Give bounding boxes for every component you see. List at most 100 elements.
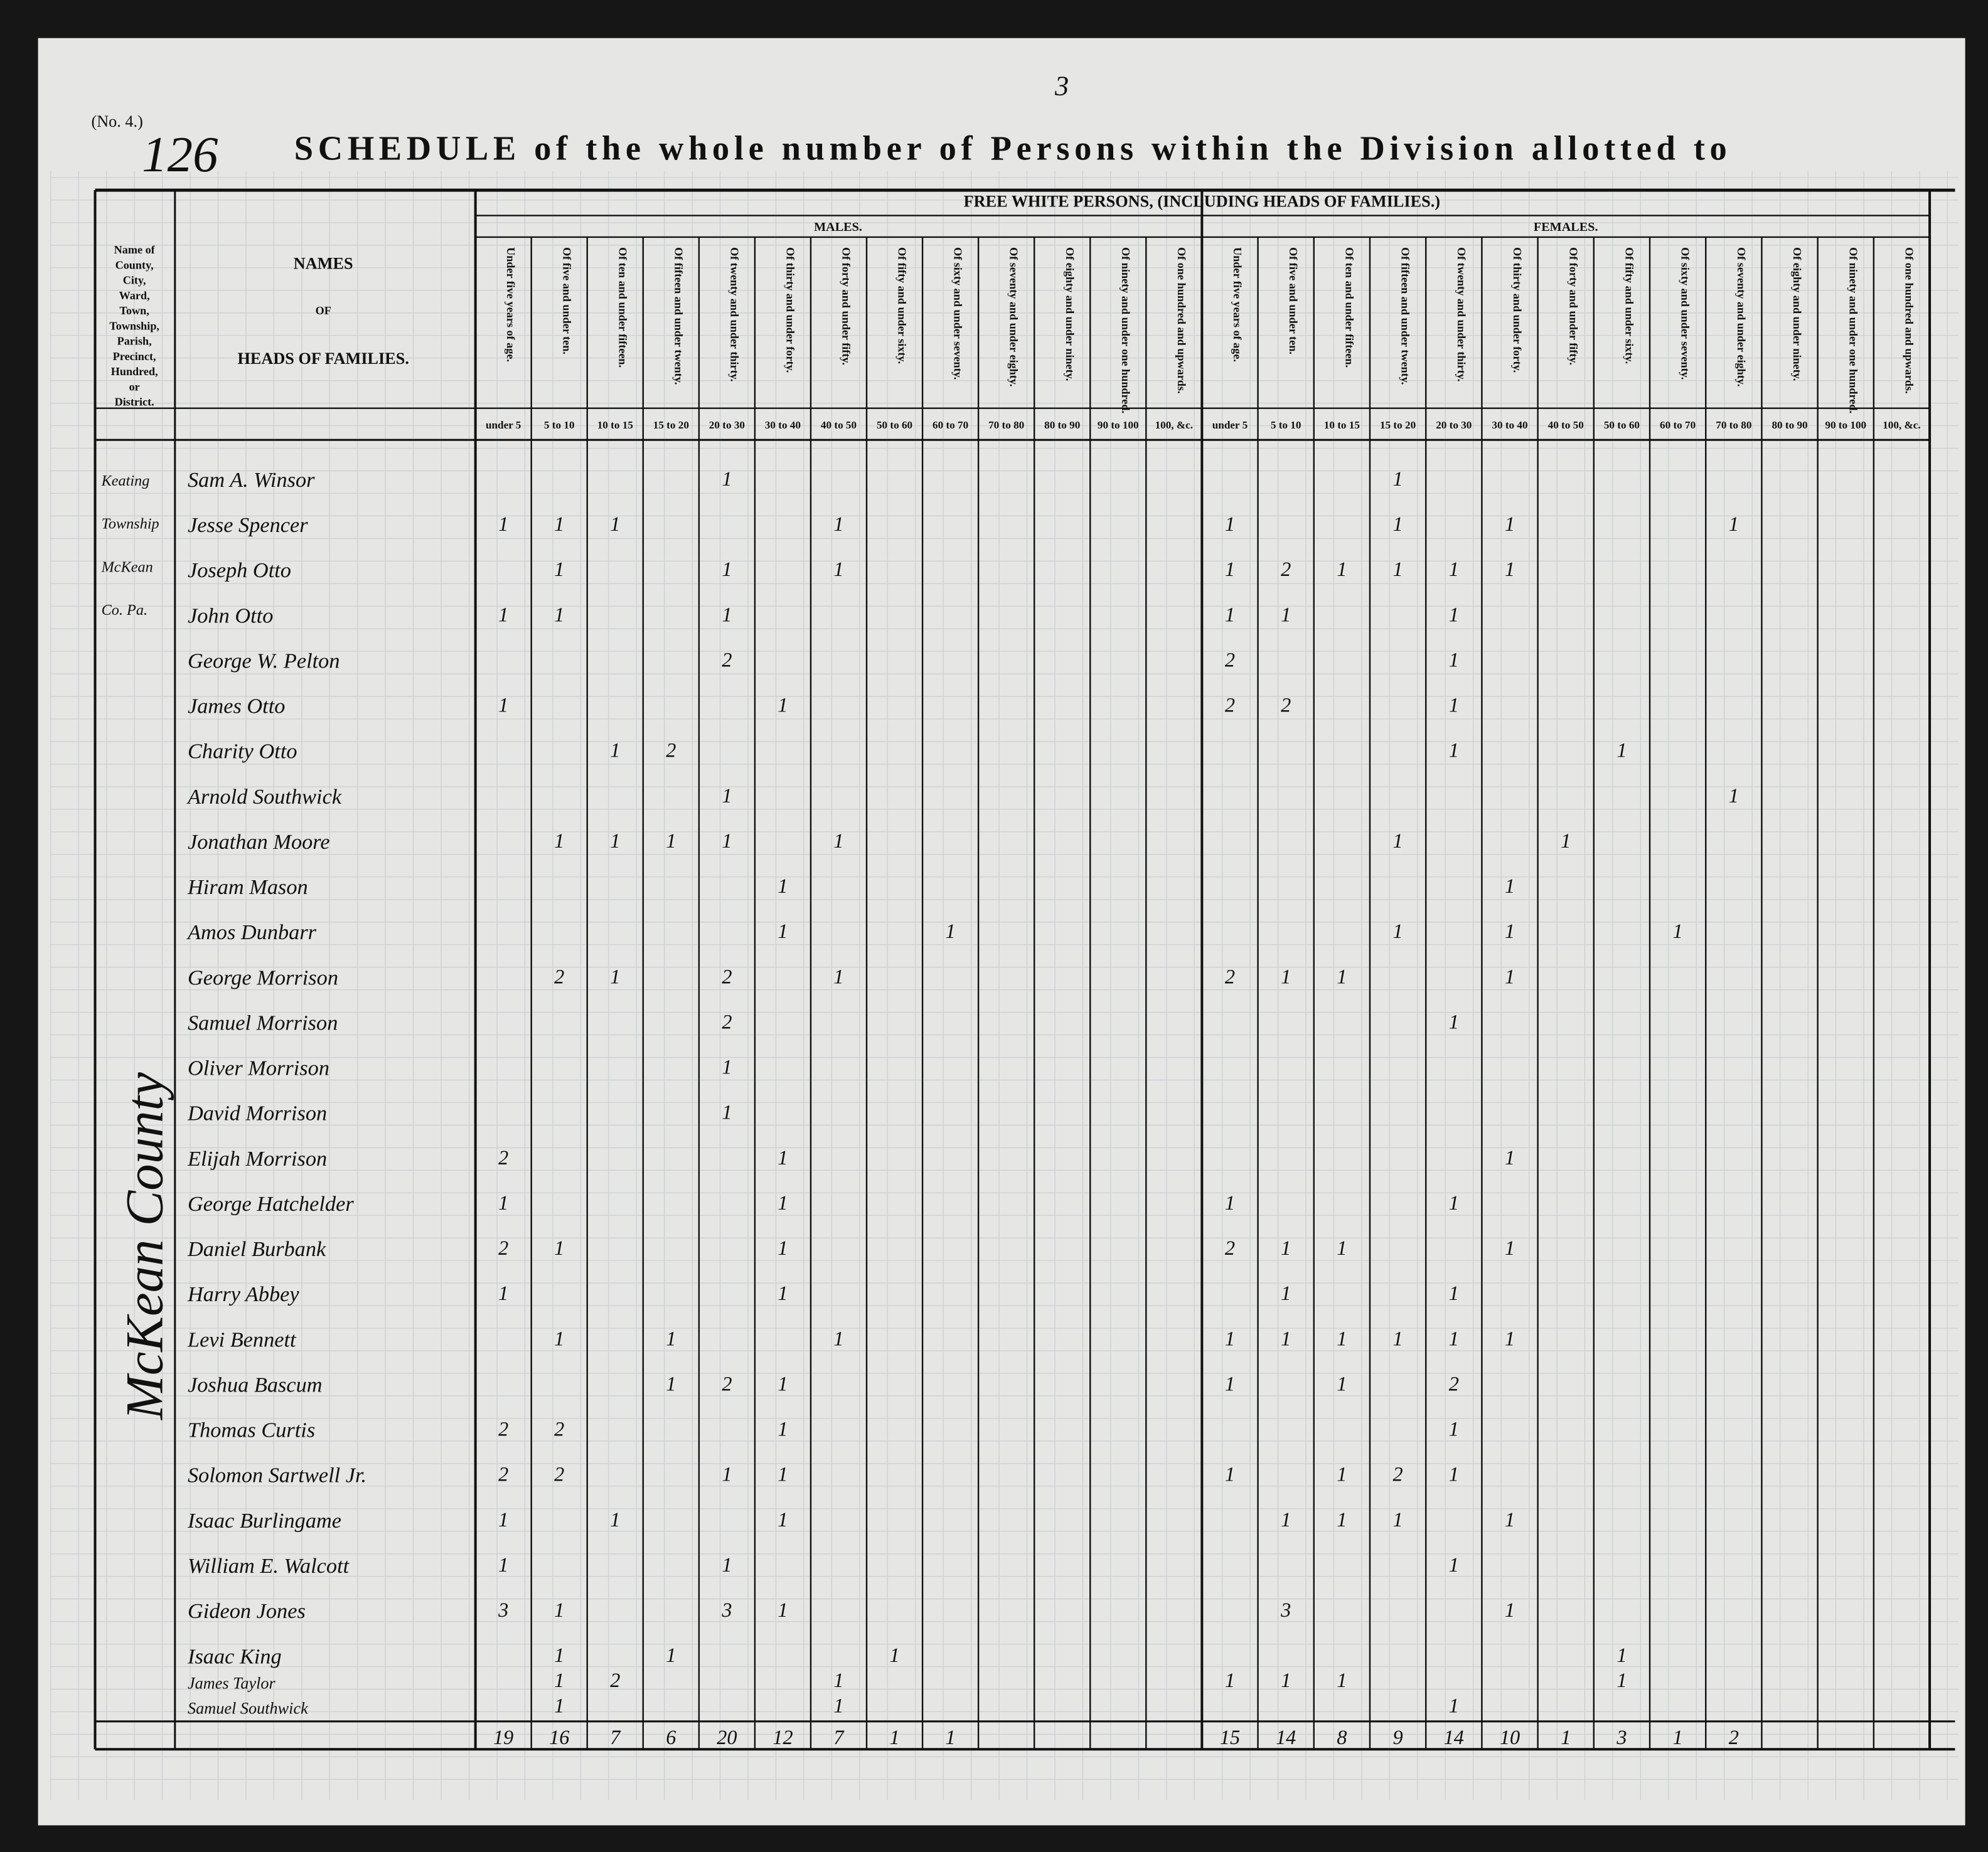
- tally-cell: 1: [1392, 1508, 1403, 1531]
- tally-cell: 1: [778, 920, 788, 942]
- total-cell: 14: [1444, 1726, 1464, 1748]
- tally-cell: 1: [1729, 784, 1739, 807]
- tally-cell: 2: [1449, 1372, 1459, 1395]
- age-label: 50 to 60: [877, 419, 912, 431]
- total-cell: 16: [549, 1726, 569, 1748]
- tally-cell: 1: [1673, 920, 1683, 942]
- tally-cell: 1: [666, 829, 676, 852]
- tally-cell: 1: [722, 1101, 732, 1124]
- tally-cell: 1: [610, 965, 620, 987]
- tally-cell: 1: [833, 1695, 843, 1717]
- head-of-family: Gideon Jones: [188, 1599, 306, 1623]
- county-heading: Name of County, City, Ward, Town, Township, Pa…: [109, 243, 159, 408]
- tally-cell: 1: [554, 1669, 564, 1691]
- title: SCHEDULE of the whole number of Persons …: [294, 129, 1727, 168]
- age-label: 20 to 30: [709, 419, 745, 431]
- column-heading: Under five years of age.: [1231, 247, 1244, 362]
- age-label: 15 to 20: [653, 419, 689, 431]
- column-heading: Of ten and under fifteen.: [616, 247, 629, 368]
- tally-cell: 1: [666, 1644, 676, 1666]
- tally-cell: 1: [1449, 694, 1459, 716]
- tally-cell: 1: [554, 558, 564, 580]
- tally-cell: 1: [946, 920, 956, 942]
- tally-cell: 1: [1337, 965, 1347, 987]
- head-of-family: William E. Walcott: [188, 1554, 350, 1578]
- tally-cell: 1: [778, 1418, 788, 1440]
- tally-cell: 2: [498, 1146, 508, 1169]
- total-cell: 1: [889, 1726, 899, 1748]
- column-heading: Of one hundred and upwards.: [1175, 247, 1188, 393]
- tally-cell: 1: [554, 603, 564, 625]
- tally-cell: 3: [721, 1599, 732, 1621]
- total-cell: 12: [772, 1726, 793, 1748]
- head-of-family: David Morrison: [187, 1102, 327, 1126]
- head-of-family: Isaac Burlingame: [187, 1509, 341, 1533]
- age-label: 80 to 90: [1044, 419, 1080, 431]
- total-cell: 1: [946, 1726, 956, 1748]
- tally-cell: 1: [666, 1327, 676, 1349]
- tally-cell: 1: [1225, 1372, 1235, 1395]
- tally-cell: 1: [498, 1553, 508, 1576]
- tally-cell: 1: [1449, 1327, 1459, 1349]
- age-label: 90 to 100: [1825, 419, 1866, 431]
- ruled-grid: [50, 171, 1959, 1801]
- head-of-family: Samuel Morrison: [188, 1011, 338, 1035]
- tally-cell: 1: [722, 1553, 732, 1576]
- head-of-family: Joseph Otto: [188, 558, 291, 582]
- age-label: 15 to 20: [1380, 419, 1416, 431]
- tally-cell: 2: [1225, 694, 1235, 716]
- head-of-family: Hiram Mason: [187, 875, 308, 899]
- head-of-family: Amos Dunbarr: [186, 920, 317, 944]
- age-label: 50 to 60: [1604, 419, 1640, 431]
- total-cell: 1: [1673, 1726, 1683, 1748]
- tally-cell: 2: [722, 648, 732, 671]
- tally-cell: 1: [1225, 513, 1235, 535]
- tally-cell: 1: [1337, 1463, 1347, 1486]
- tally-cell: 1: [722, 603, 732, 625]
- tally-cell: 1: [778, 694, 788, 716]
- county-entry: Keating: [101, 472, 150, 489]
- tally-cell: 1: [498, 1508, 508, 1531]
- age-label: 20 to 30: [1436, 419, 1472, 431]
- head-of-family: Jonathan Moore: [188, 830, 330, 854]
- tally-cell: 1: [1449, 1695, 1459, 1717]
- age-label: 100, &c.: [1883, 419, 1921, 431]
- tally-cell: 1: [1449, 1191, 1459, 1214]
- head-of-family: Thomas Curtis: [188, 1418, 315, 1442]
- tally-cell: 1: [1337, 1327, 1347, 1349]
- tally-cell: 2: [1225, 648, 1235, 671]
- tally-cell: 1: [833, 558, 843, 580]
- head-of-family: Solomon Sartwell Jr.: [188, 1464, 366, 1487]
- head-of-family: George Hatchelder: [188, 1192, 354, 1216]
- tally-cell: 1: [1617, 1644, 1627, 1666]
- tally-cell: 1: [1505, 1599, 1515, 1621]
- head-of-family: John Otto: [188, 604, 273, 627]
- tally-cell: 2: [498, 1463, 508, 1486]
- age-label: 70 to 80: [988, 419, 1024, 431]
- tally-cell: 1: [554, 1644, 564, 1666]
- names-heading: OF: [316, 304, 331, 317]
- total-cell: 15: [1220, 1726, 1240, 1748]
- tally-cell: 1: [498, 513, 508, 535]
- head-of-family: George W. Pelton: [188, 649, 339, 673]
- tally-cell: 1: [610, 739, 620, 762]
- head-of-family: Harry Abbey: [187, 1282, 299, 1306]
- age-label: 40 to 50: [821, 419, 857, 431]
- tally-cell: 1: [666, 1372, 676, 1395]
- tally-cell: 2: [554, 1418, 564, 1440]
- tally-cell: 1: [778, 1599, 788, 1621]
- column-heading: Of seventy and under eighty.: [1735, 247, 1748, 386]
- tally-cell: 1: [1505, 1508, 1515, 1531]
- age-label: 60 to 70: [1660, 419, 1696, 431]
- age-label: 60 to 70: [933, 419, 968, 431]
- column-heading: Of twenty and under thirty.: [1455, 247, 1468, 381]
- total-cell: 19: [493, 1726, 513, 1748]
- tally-cell: 1: [554, 829, 564, 852]
- tally-cell: 1: [1505, 875, 1515, 897]
- column-heading: Of sixty and under seventy.: [1679, 247, 1692, 380]
- tally-cell: 2: [722, 1010, 732, 1033]
- tally-cell: 1: [1449, 603, 1459, 625]
- age-label: 30 to 40: [1492, 419, 1527, 431]
- age-label: 40 to 50: [1548, 419, 1584, 431]
